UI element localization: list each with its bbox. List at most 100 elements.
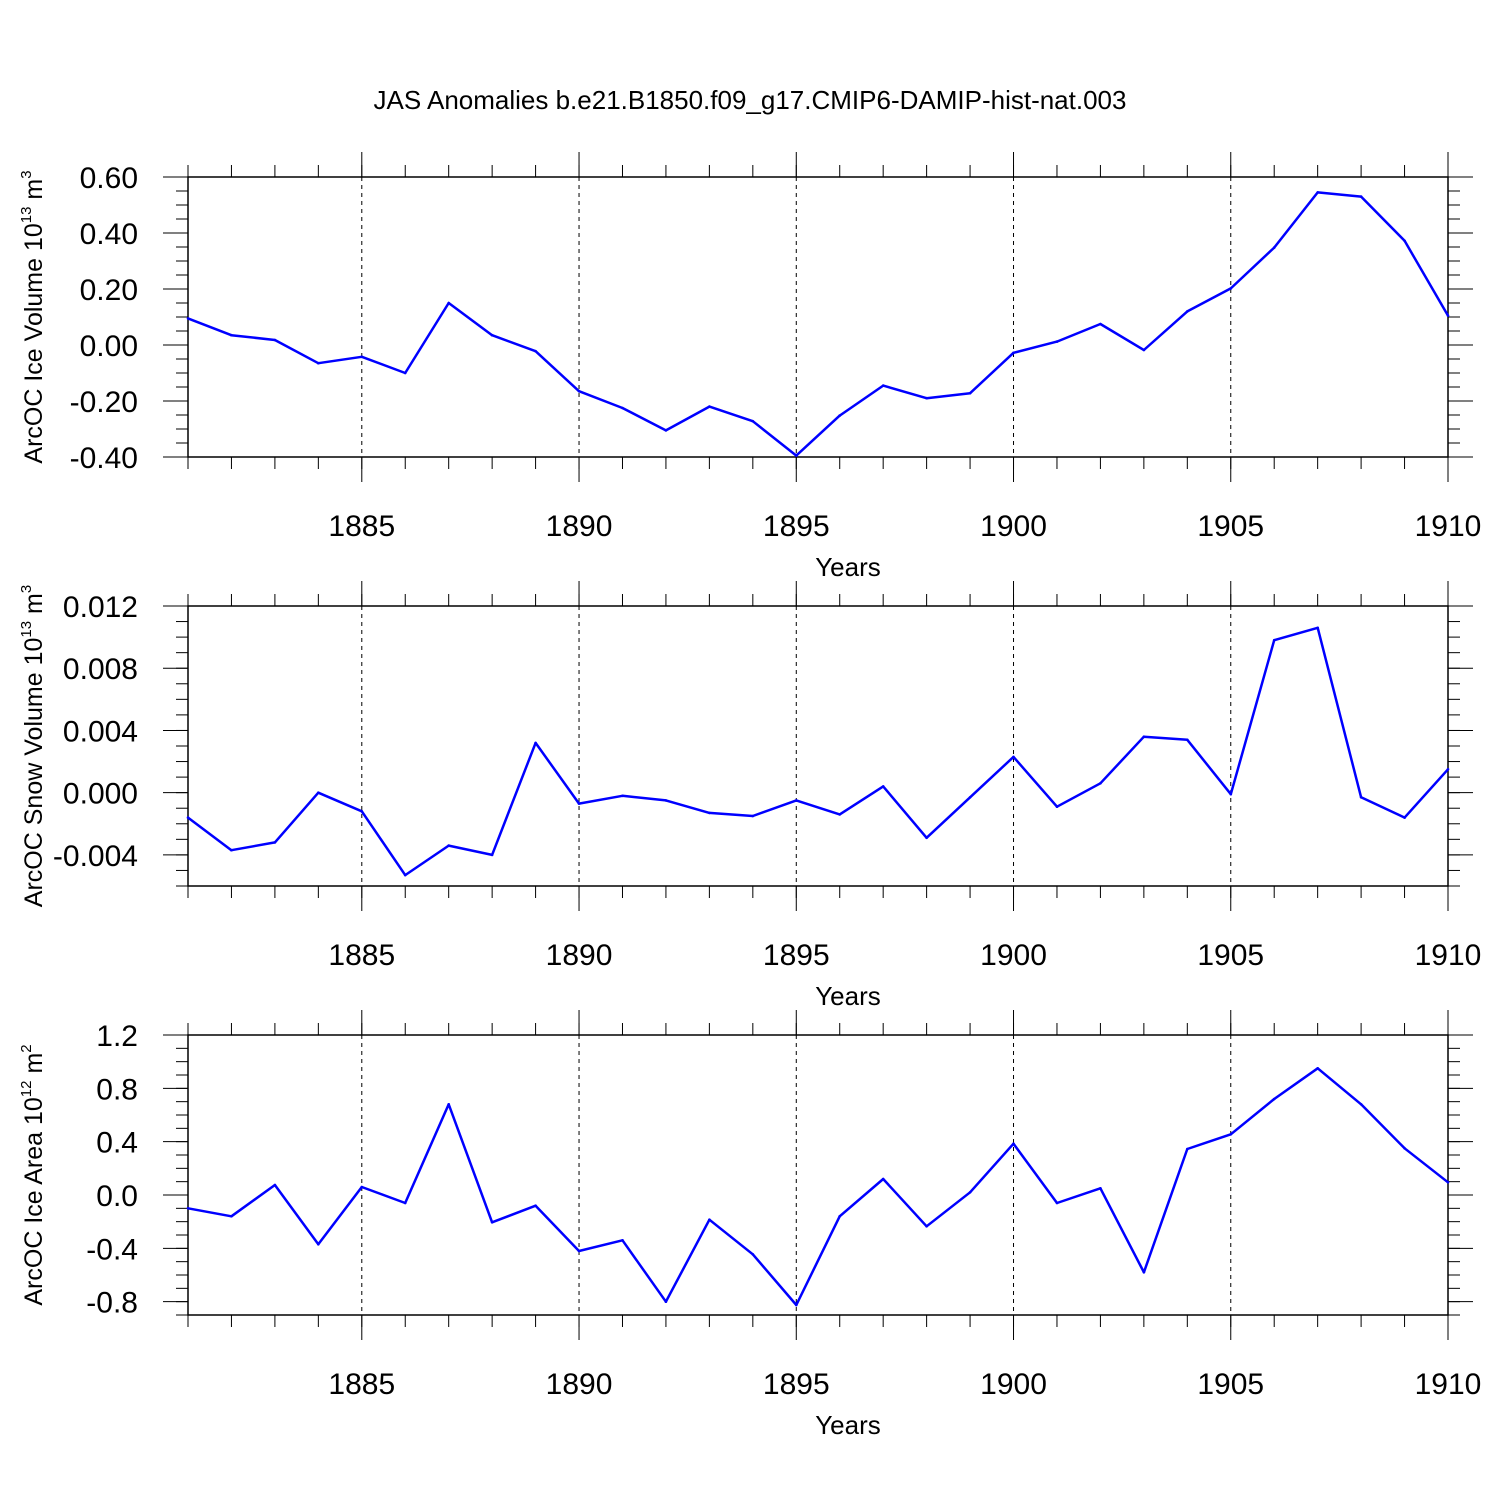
y-axis-label: ArcOC Ice Volume 1013 m3 xyxy=(18,170,48,463)
y-tick-label: -0.8 xyxy=(86,1287,138,1320)
data-point xyxy=(1316,191,1319,194)
x-tick-label: 1890 xyxy=(546,510,613,543)
y-tick-label: -0.4 xyxy=(86,1233,138,1266)
y-tick-label: 0.40 xyxy=(80,218,138,251)
data-point xyxy=(447,301,451,305)
data-point xyxy=(360,810,364,813)
data-point xyxy=(1142,735,1146,738)
y-axis-label-unit: m xyxy=(20,1053,48,1081)
data-point xyxy=(795,799,798,802)
x-tick-label: 1905 xyxy=(1197,510,1264,543)
x-tick-label: 1910 xyxy=(1415,939,1482,972)
data-point xyxy=(317,791,320,794)
x-tick-label: 1900 xyxy=(980,939,1047,972)
x-tick-label: 1885 xyxy=(328,1368,395,1401)
series-line xyxy=(187,626,1449,877)
data-point xyxy=(1446,314,1450,317)
data-point xyxy=(273,1183,277,1187)
plot-frame xyxy=(187,605,1449,887)
x-tick-label: 1895 xyxy=(763,510,830,543)
data-point xyxy=(577,389,581,393)
y-axis-label-exponent: 12 xyxy=(18,1081,35,1098)
data-point xyxy=(1359,1103,1363,1106)
x-tick-label: 1885 xyxy=(328,510,395,543)
x-tick-label: 1895 xyxy=(763,939,830,972)
data-point xyxy=(621,406,624,410)
x-tick-label: 1890 xyxy=(546,1368,613,1401)
data-point xyxy=(1446,768,1450,771)
data-point xyxy=(186,816,190,819)
data-point xyxy=(1403,816,1406,819)
data-point xyxy=(1186,738,1189,742)
y-axis-label-text: ArcOC Ice Area 10 xyxy=(20,1097,48,1305)
y-axis-label-text: ArcOC Snow Volume 10 xyxy=(20,638,48,908)
data-point xyxy=(577,802,581,805)
data-point xyxy=(838,1215,841,1218)
series-line xyxy=(187,191,1450,457)
data-point xyxy=(1055,340,1059,343)
data-point xyxy=(230,1215,233,1218)
y-tick-label: 0.00 xyxy=(80,330,138,363)
data-point xyxy=(1099,782,1102,785)
y-axis-label-unit: m xyxy=(20,179,48,207)
x-axis-label: Years xyxy=(815,552,881,582)
data-point xyxy=(230,848,233,852)
x-tick-label: 1900 xyxy=(980,510,1047,543)
data-point xyxy=(1099,322,1102,326)
data-point xyxy=(534,349,537,353)
data-point xyxy=(751,419,755,423)
data-point xyxy=(925,1225,928,1228)
data-point xyxy=(708,811,711,815)
data-point xyxy=(317,361,320,365)
data-point xyxy=(968,391,972,395)
y-tick-label: 0.4 xyxy=(96,1127,138,1160)
panel-2: 1885 1890 1895 1900 1905 1910 0.012 0.008 0.004 0… xyxy=(18,581,1481,1011)
data-point xyxy=(881,384,885,387)
data-point xyxy=(490,853,494,857)
x-tick-label: 1900 xyxy=(980,1368,1047,1401)
y-tick-label: -0.40 xyxy=(70,442,138,475)
y-tick-label: 0.000 xyxy=(63,778,138,811)
data-point xyxy=(1359,195,1363,198)
data-point xyxy=(1359,796,1363,799)
data-point xyxy=(186,317,190,320)
data-point xyxy=(1229,792,1233,796)
data-point xyxy=(881,785,885,788)
data-point xyxy=(664,1300,668,1303)
x-tick-label: 1895 xyxy=(763,1368,830,1401)
data-point xyxy=(621,1239,624,1242)
data-point xyxy=(1055,805,1059,808)
data-point xyxy=(1229,287,1233,290)
data-point xyxy=(1316,1067,1319,1070)
data-point xyxy=(1012,755,1015,759)
data-point xyxy=(881,1177,885,1181)
data-point xyxy=(1012,351,1015,355)
data-point xyxy=(534,741,537,745)
data-point xyxy=(925,836,928,840)
data-point xyxy=(490,1221,494,1224)
y-axis-label: ArcOC Ice Area 1012 m2 xyxy=(18,1044,48,1305)
data-point xyxy=(751,1253,755,1256)
data-point xyxy=(186,1207,190,1210)
data-point xyxy=(1446,1181,1450,1184)
data-point xyxy=(447,844,451,847)
y-tick-label: 0.60 xyxy=(80,162,138,195)
data-point xyxy=(708,1218,711,1221)
data-point xyxy=(795,1303,798,1307)
data-point xyxy=(534,1204,537,1207)
y-axis-label-unit-exponent: 3 xyxy=(18,170,35,178)
data-point xyxy=(360,355,364,359)
y-axis-label-unit-exponent: 3 xyxy=(18,585,35,593)
x-axis-label: Years xyxy=(815,1410,881,1440)
data-point xyxy=(664,429,668,432)
data-point xyxy=(1403,239,1406,243)
data-point xyxy=(1055,1201,1059,1205)
y-tick-label: 0.008 xyxy=(63,653,138,686)
data-point xyxy=(490,333,494,337)
y-axis-label-exponent: 13 xyxy=(18,621,35,638)
data-point xyxy=(1186,1147,1189,1151)
data-point xyxy=(1403,1147,1406,1150)
x-tick-label: 1885 xyxy=(328,939,395,972)
data-point xyxy=(1099,1187,1102,1190)
